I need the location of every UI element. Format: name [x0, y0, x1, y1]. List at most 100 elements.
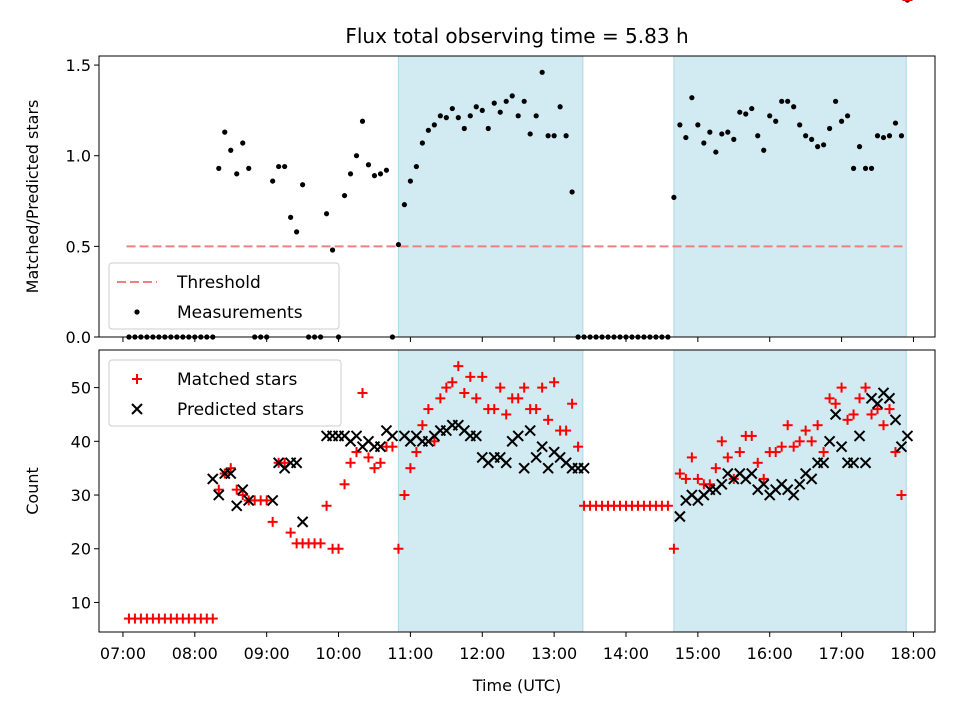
data-point — [374, 440, 387, 453]
data-point — [898, 133, 905, 139]
cross-b — [865, 392, 878, 405]
data-point — [473, 104, 479, 110]
data-point — [323, 211, 330, 217]
data-point — [677, 122, 683, 128]
data-point — [339, 479, 350, 490]
cross-b — [758, 478, 770, 490]
data-point — [743, 111, 749, 117]
data-point — [830, 398, 841, 409]
data-point — [806, 436, 817, 447]
data-point — [266, 494, 279, 507]
data-point — [531, 404, 542, 415]
data-point — [573, 441, 584, 452]
y-axis-label: Matched/Predicted stars — [23, 100, 42, 294]
data-point — [770, 447, 781, 458]
cross-b — [398, 430, 411, 442]
cross-b — [266, 494, 279, 507]
x-tick-label: 12:00 — [459, 644, 505, 663]
cross-b — [542, 462, 554, 474]
data-point — [838, 118, 845, 124]
data-point — [386, 430, 399, 442]
data-point — [847, 457, 860, 469]
data-point — [662, 500, 673, 511]
x-tick-label: 15:00 — [675, 644, 721, 663]
cross-b — [686, 489, 698, 501]
cross-b — [530, 451, 542, 464]
cross-b — [296, 516, 309, 528]
data-point — [425, 127, 431, 133]
legend-label: Threshold — [176, 273, 261, 293]
cross-b — [578, 462, 590, 474]
data-point — [549, 377, 560, 388]
legend-marker — [132, 374, 142, 384]
data-point — [551, 133, 557, 139]
data-point — [854, 393, 865, 404]
shaded-interval-0 — [397, 349, 584, 633]
x-tick-label: 10:00 — [315, 644, 361, 663]
data-point — [674, 510, 686, 523]
data-point — [530, 451, 542, 464]
data-point — [383, 167, 390, 173]
data-point — [276, 163, 282, 170]
data-point — [341, 192, 348, 199]
data-point — [357, 387, 368, 398]
data-point — [449, 105, 455, 112]
data-point — [884, 404, 895, 415]
data-point — [794, 436, 805, 447]
data-point — [878, 420, 889, 431]
cross-b — [380, 424, 393, 437]
data-point — [818, 447, 829, 458]
cross-b — [500, 457, 512, 469]
cross-b — [362, 435, 375, 448]
data-point — [285, 527, 296, 538]
data-point — [393, 543, 404, 554]
cross-b — [775, 478, 788, 490]
data-point — [495, 382, 506, 393]
data-point — [407, 178, 414, 184]
data-point — [512, 430, 524, 442]
data-point — [695, 122, 701, 128]
data-point — [880, 134, 887, 141]
data-point — [509, 93, 515, 99]
data-point — [519, 382, 530, 393]
data-point — [701, 140, 707, 146]
data-point — [746, 467, 758, 480]
data-point — [536, 440, 548, 453]
data-point — [399, 490, 410, 501]
legend-box — [108, 262, 340, 330]
data-point — [850, 165, 857, 171]
legend: Matched stars Predicted stars — [108, 359, 342, 427]
data-point — [803, 133, 809, 139]
data-point — [866, 409, 877, 420]
panel-bottom: 10 20 30 40 50 07:00 08:00 09:00 10:00 11:00 12:00… — [23, 0, 936, 663]
data-point — [485, 125, 491, 132]
legend-marker — [134, 309, 140, 315]
x-tick-label: 18:00 — [890, 644, 936, 663]
data-point — [890, 447, 901, 458]
data-point — [805, 473, 818, 485]
cross-b — [799, 467, 812, 480]
data-point — [365, 162, 372, 168]
data-point — [707, 129, 713, 135]
data-point — [713, 149, 719, 155]
cross-b — [554, 451, 566, 464]
data-point — [279, 457, 290, 468]
data-point — [860, 382, 871, 393]
data-point — [441, 382, 452, 393]
data-point — [844, 113, 851, 119]
data-point — [489, 404, 500, 415]
data-point — [234, 171, 240, 177]
data-point — [791, 104, 797, 110]
data-point — [465, 371, 476, 382]
data-point — [578, 462, 590, 474]
data-point — [868, 165, 875, 171]
cross-b — [674, 510, 686, 523]
data-point — [719, 131, 725, 137]
data-point — [836, 382, 847, 393]
data-point — [704, 479, 715, 490]
data-point — [737, 109, 743, 115]
data-point — [896, 490, 907, 501]
data-point — [453, 361, 464, 372]
series-matched-stars — [123, 0, 913, 624]
